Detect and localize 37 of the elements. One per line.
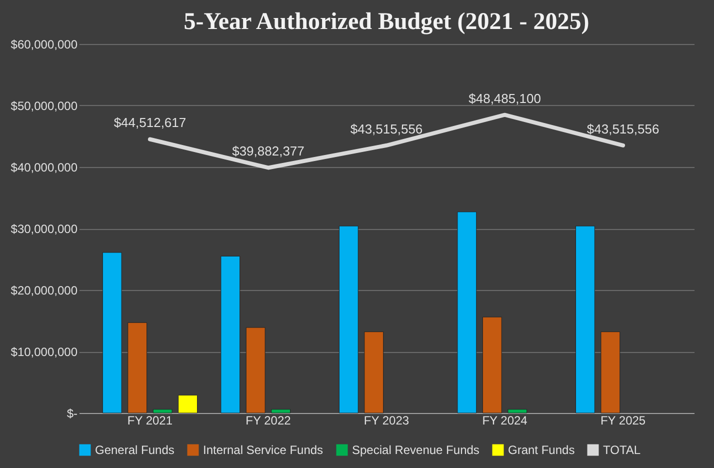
x-tick-label: FY 2025 xyxy=(600,414,646,428)
bar xyxy=(178,394,198,414)
x-tick-label: FY 2024 xyxy=(482,414,528,428)
legend-label: TOTAL xyxy=(603,443,641,457)
bar xyxy=(482,316,502,414)
y-tick-label: $50,000,000 xyxy=(10,99,78,113)
y-tick-label: $- xyxy=(66,406,78,420)
data-label: $43,515,556 xyxy=(350,121,423,136)
data-label: $43,515,556 xyxy=(586,121,660,136)
x-tick-label: FY 2023 xyxy=(364,414,410,428)
legend-label: General Funds xyxy=(95,443,174,457)
bar xyxy=(246,327,266,414)
data-label: $48,485,100 xyxy=(468,90,541,106)
y-tick-label: $60,000,000 xyxy=(10,38,78,52)
bar xyxy=(338,226,358,414)
y-tick-label: $30,000,000 xyxy=(10,222,78,236)
bar xyxy=(575,226,595,414)
legend-label: Grant Funds xyxy=(508,443,575,457)
y-tick-label: $40,000,000 xyxy=(10,160,78,174)
bar xyxy=(128,322,148,414)
bar xyxy=(152,409,172,414)
bar xyxy=(220,256,240,414)
bar xyxy=(600,332,620,414)
legend-label: Special Revenue Funds xyxy=(352,443,480,457)
x-tick-label: FY 2021 xyxy=(127,414,173,428)
chart-title: 5-Year Authorized Budget (2021 - 2025) xyxy=(184,9,590,35)
bar xyxy=(364,332,384,414)
legend-label: Internal Service Funds xyxy=(203,443,324,457)
data-label: $44,512,617 xyxy=(114,115,186,130)
bar xyxy=(271,409,291,414)
bar xyxy=(508,409,528,414)
x-tick-label: FY 2022 xyxy=(246,414,292,428)
bar xyxy=(102,252,122,414)
data-label: $39,882,377 xyxy=(232,144,304,159)
y-tick-label: $20,000,000 xyxy=(10,284,78,298)
bar xyxy=(457,212,477,414)
y-tick-label: $10,000,000 xyxy=(10,345,78,359)
